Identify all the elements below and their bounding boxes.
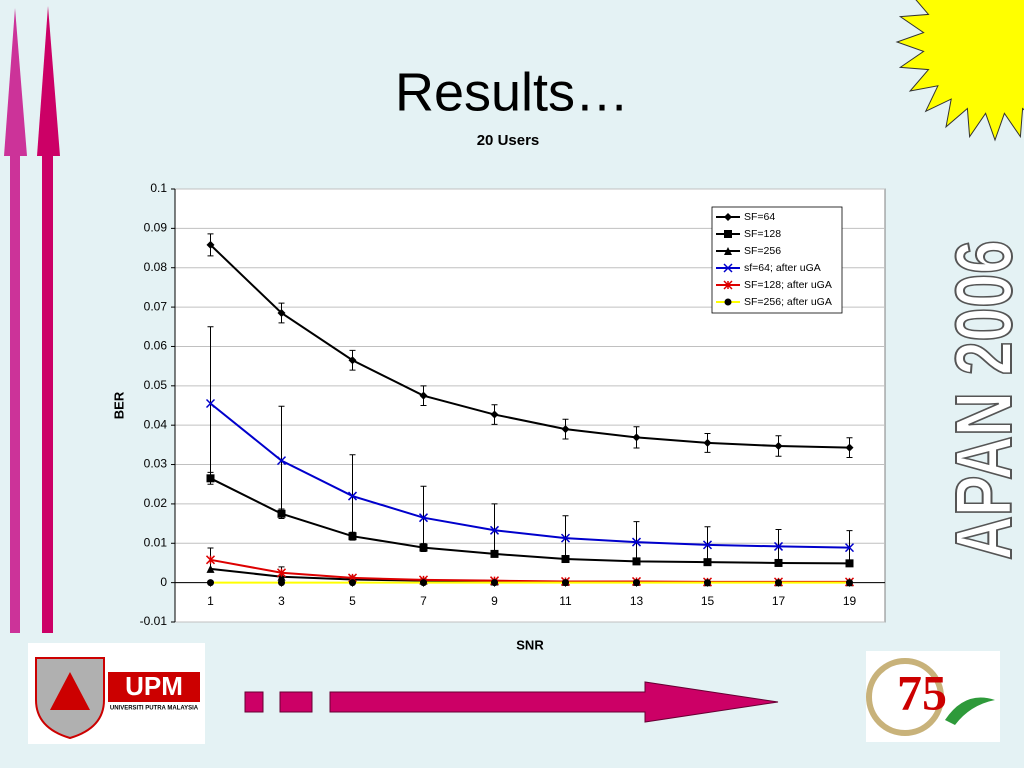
anniversary-logo: 75 — [866, 651, 1000, 742]
marker — [205, 555, 216, 565]
x-tick-label: 1 — [207, 594, 214, 608]
x-tick-label: 13 — [630, 594, 644, 608]
legend-box — [711, 206, 843, 314]
marker — [276, 456, 287, 466]
marker — [775, 579, 782, 587]
logo-emblem — [50, 672, 90, 710]
y-tick-label: 0.02 — [144, 496, 168, 510]
y-tick-label: 0 — [160, 575, 167, 589]
logo-leaf — [945, 697, 995, 725]
y-tick-label: 0.05 — [144, 378, 168, 392]
marker — [491, 579, 498, 587]
y-tick-label: 0.07 — [144, 299, 168, 313]
sun — [895, 0, 1024, 142]
marker — [845, 443, 854, 452]
x-tick-label: 7 — [420, 594, 427, 608]
marker — [723, 280, 733, 290]
logo-badge — [108, 672, 200, 702]
marker — [278, 579, 285, 587]
marker — [703, 438, 712, 447]
marker — [704, 579, 711, 587]
x-tick-label: 9 — [491, 594, 498, 608]
logo-acronym: UPM — [125, 671, 183, 701]
y-tick-label: 0.04 — [144, 417, 168, 431]
legend-label: SF=256; after uGA — [744, 296, 832, 308]
marker — [631, 537, 642, 547]
arrow-shaft — [10, 150, 20, 633]
logo-number: 75 — [897, 664, 947, 720]
legend-label: SF=128; after uGA — [744, 279, 832, 291]
arrow-head — [37, 6, 60, 156]
upm-logo: UPM UNIVERSITI PUTRA MALAYSIA — [28, 643, 205, 744]
sun-decoration — [895, 0, 1024, 142]
marker — [702, 540, 713, 550]
marker — [347, 491, 358, 501]
left-arrows — [4, 6, 60, 633]
arrow-dash — [279, 691, 313, 713]
legend-label: sf=64; after uGA — [744, 262, 821, 274]
marker — [773, 541, 784, 551]
y-tick-label: 0.03 — [144, 457, 168, 471]
marker — [560, 533, 571, 543]
arrow-dash — [244, 691, 264, 713]
marker — [632, 433, 641, 442]
marker — [844, 543, 855, 553]
y-axis-label: BER — [111, 391, 126, 419]
y-tick-label: 0.1 — [150, 181, 167, 195]
series-line — [209, 244, 850, 449]
marker — [774, 442, 783, 451]
marker — [724, 213, 732, 221]
logo-ring — [866, 658, 944, 736]
arrow-head — [4, 8, 27, 156]
marker — [490, 410, 499, 419]
chart: -0.01 0 0.01 0.02 0.03 0.04 0.05 0.06 0.07 0.08 0.… — [111, 181, 886, 652]
arrow-shaft — [42, 150, 53, 633]
marker — [419, 391, 428, 400]
x-tick-label: 3 — [278, 594, 285, 608]
legend-label: SF=64 — [744, 211, 775, 223]
marker — [724, 298, 732, 306]
marker — [562, 579, 569, 587]
series-line — [209, 402, 850, 549]
x-tick-label: 5 — [349, 594, 356, 608]
marker — [276, 568, 287, 578]
side-text: APAN 2006 — [939, 240, 1024, 560]
x-tick-label: 11 — [559, 594, 572, 608]
marker — [633, 579, 640, 587]
marker — [277, 308, 286, 317]
marker — [723, 263, 733, 273]
y-tick-label: 0.01 — [144, 535, 168, 549]
legend: SF=64 SF=128 SF=256 sf=64; after uGA SF=128;… — [711, 206, 843, 314]
marker — [207, 579, 214, 587]
legend-label: SF=256 — [744, 245, 781, 257]
marker — [206, 240, 215, 249]
y-tick-label: 0.06 — [144, 339, 168, 353]
y-tick-label: -0.01 — [140, 614, 168, 628]
x-tick-label: 19 — [843, 594, 857, 608]
slide-title: Results… — [395, 62, 629, 122]
marker — [724, 247, 732, 255]
x-axis-label: SNR — [516, 637, 544, 652]
marker — [724, 230, 732, 238]
marker — [846, 579, 853, 587]
series-line — [210, 477, 850, 565]
marker — [561, 425, 570, 434]
marker — [205, 399, 216, 409]
marker — [418, 513, 429, 523]
marker — [349, 579, 356, 587]
arrow-body — [329, 681, 779, 723]
chart-title: 20 Users — [477, 132, 540, 149]
bottom-arrow — [244, 681, 779, 723]
marker — [348, 356, 357, 365]
logo-name: UNIVERSITI PUTRA MALAYSIA — [110, 706, 199, 712]
y-tick-label: 0.09 — [144, 221, 168, 235]
y-tick-label: 0.08 — [144, 260, 168, 274]
legend-label: SF=128 — [744, 228, 781, 240]
marker — [489, 525, 500, 535]
marker — [420, 579, 427, 587]
x-tick-label: 17 — [772, 594, 786, 608]
x-tick-label: 15 — [701, 594, 715, 608]
